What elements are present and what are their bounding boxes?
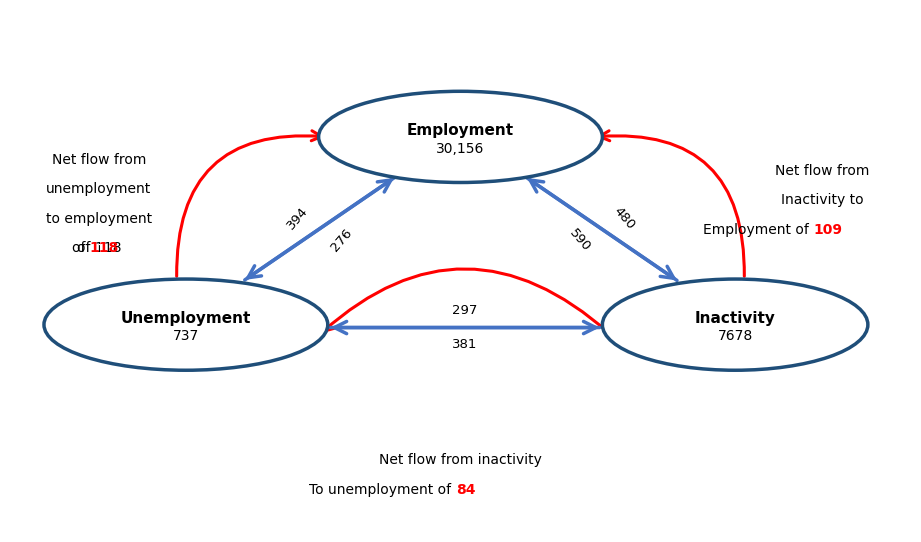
Ellipse shape	[44, 279, 328, 370]
Text: 394: 394	[284, 204, 310, 231]
Text: Employment of: Employment of	[703, 223, 813, 237]
Text: Net flow from: Net flow from	[775, 164, 869, 178]
Text: of: of	[90, 242, 108, 255]
Text: 109: 109	[813, 223, 842, 237]
Text: Unemployment: Unemployment	[121, 311, 251, 326]
Text: 30,156: 30,156	[437, 141, 484, 156]
Ellipse shape	[602, 279, 868, 370]
Text: of: of	[72, 242, 89, 255]
Text: of 118: of 118	[76, 242, 122, 255]
Text: unemployment: unemployment	[46, 183, 152, 197]
Text: 297: 297	[452, 304, 478, 317]
Text: 276: 276	[329, 226, 355, 254]
Text: Net flow from inactivity: Net flow from inactivity	[379, 454, 542, 467]
Text: to employment: to employment	[46, 212, 152, 226]
Text: 7678: 7678	[717, 330, 752, 344]
Text: Net flow from: Net flow from	[52, 153, 146, 167]
Text: Employment: Employment	[407, 123, 514, 138]
Text: 480: 480	[611, 204, 637, 232]
Text: 737: 737	[173, 330, 199, 344]
Text: 118: 118	[89, 242, 119, 255]
Text: To unemployment of: To unemployment of	[309, 483, 456, 497]
Text: 381: 381	[452, 338, 478, 351]
Text: Inactivity to: Inactivity to	[781, 193, 863, 207]
Ellipse shape	[319, 91, 602, 183]
Text: 84: 84	[456, 483, 475, 497]
Text: Inactivity: Inactivity	[694, 311, 775, 326]
Text: 590: 590	[566, 227, 593, 254]
